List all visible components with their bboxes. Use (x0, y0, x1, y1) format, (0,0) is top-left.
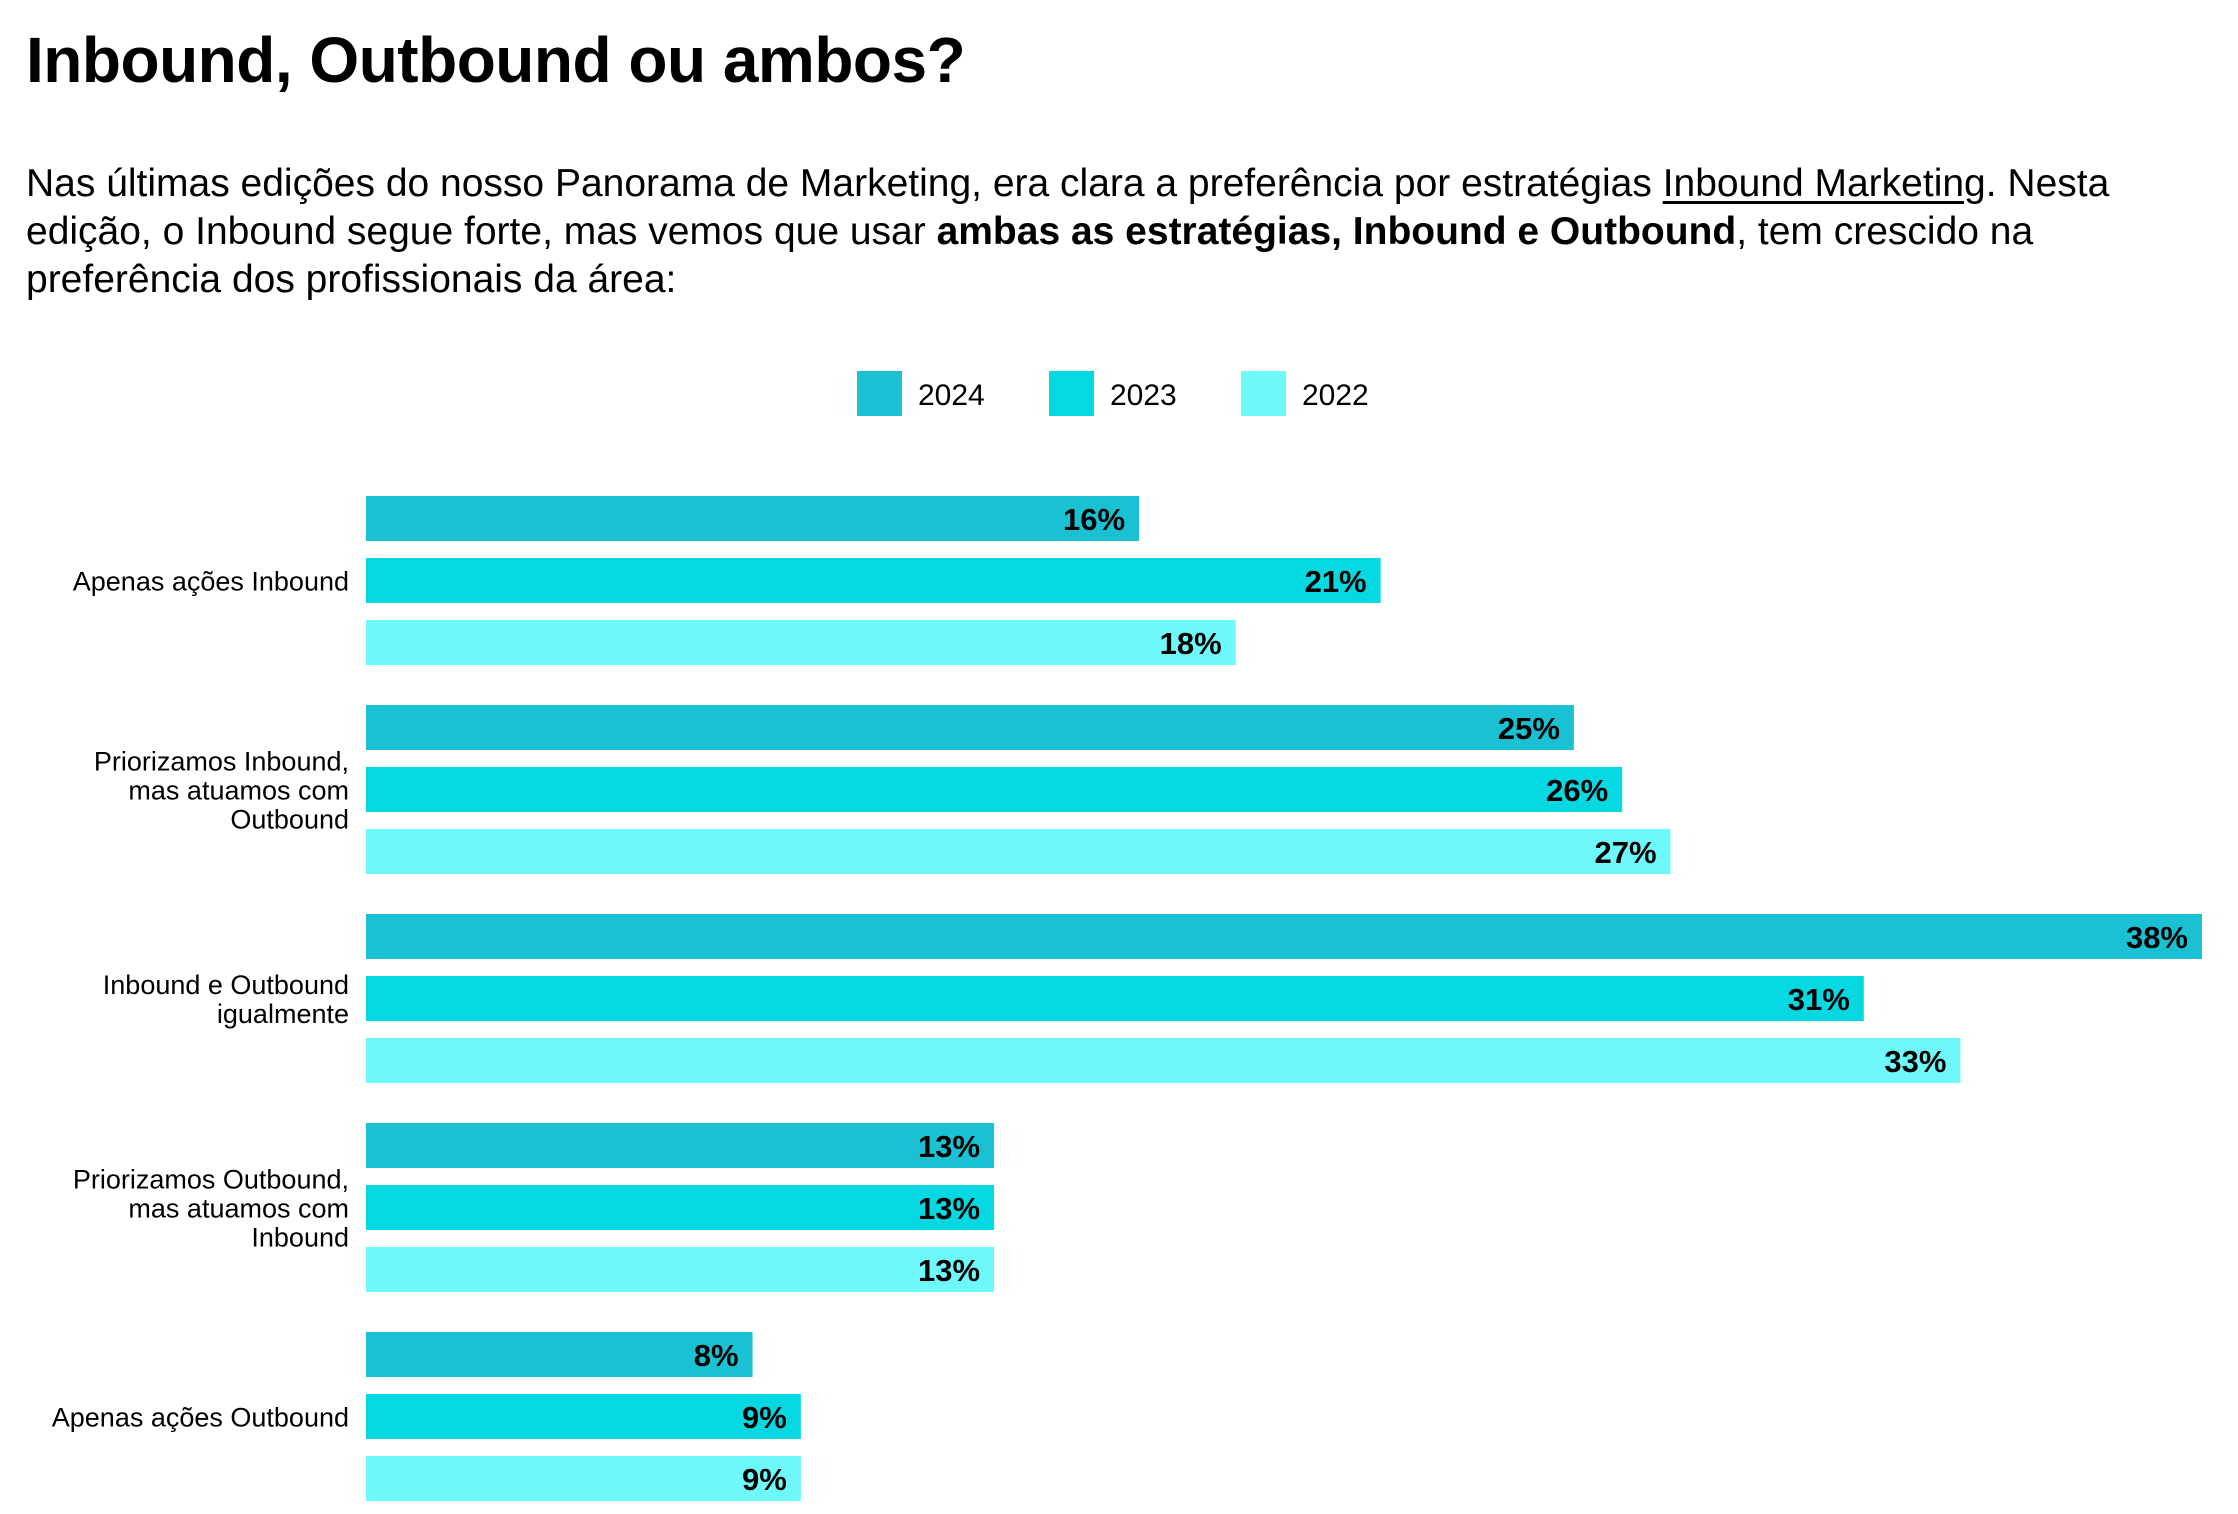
bar-2024-cat1[interactable] (366, 496, 1140, 541)
page-title: Inbound, Outbound ou ambos? (26, 24, 966, 96)
category-label-1-line-1: Apenas ações Inbound (73, 567, 349, 597)
category-label-4-line-1: Priorizamos Outbound, (73, 1165, 349, 1195)
category-label-4-line-2: mas atuamos com (128, 1194, 349, 1224)
intro-text-1: Nas últimas edições do nosso Panorama de… (26, 162, 1663, 205)
value-label-2024-cat2: 25% (1498, 711, 1560, 746)
inbound-marketing-link[interactable]: Inbound Marketing (1662, 162, 1986, 205)
value-label-2024-cat5: 8% (694, 1338, 739, 1373)
value-label-2023-cat5: 9% (742, 1400, 787, 1435)
value-label-2024-cat4: 13% (918, 1129, 980, 1164)
legend-label-2024: 2024 (918, 379, 985, 412)
category-label-2-line-2: mas atuamos com (128, 776, 349, 806)
bar-2023-cat1[interactable] (366, 558, 1381, 603)
value-label-2022-cat5: 9% (742, 1462, 787, 1497)
value-label-2023-cat3: 31% (1788, 982, 1850, 1017)
bar-2022-cat5[interactable] (366, 1456, 801, 1501)
legend-swatch-2024 (857, 371, 902, 416)
bar-2023-cat2[interactable] (366, 767, 1623, 812)
intro-text-2: . Nesta edição, o Inbound segue forte, m… (26, 162, 2110, 253)
intro-bold-text: ambas as estratégias, Inbound e Outbound (936, 210, 1737, 253)
value-label-2022-cat1: 18% (1160, 626, 1222, 661)
bar-2023-cat5[interactable] (366, 1394, 801, 1439)
bar-2024-cat5[interactable] (366, 1332, 753, 1377)
category-label-2-line-3: Outbound (230, 805, 349, 835)
value-label-2024-cat1: 16% (1063, 502, 1125, 537)
bar-chart: 2024 2023 2022 16% 21% 18% Apenas ações Inboun… (52, 371, 2202, 1501)
bar-2023-cat4[interactable] (366, 1185, 995, 1230)
bar-2024-cat3[interactable] (366, 914, 2202, 959)
value-label-2023-cat1: 21% (1305, 564, 1367, 599)
value-label-2022-cat3: 33% (1884, 1044, 1946, 1079)
bar-2024-cat2[interactable] (366, 705, 1574, 750)
value-label-2022-cat2: 27% (1594, 835, 1656, 870)
legend-label-2022: 2022 (1302, 379, 1369, 412)
category-label-3-line-2: igualmente (217, 999, 349, 1029)
category-label-2-line-1: Priorizamos Inbound, (94, 747, 349, 777)
bar-2022-cat1[interactable] (366, 620, 1236, 665)
category-label-4-line-3: Inbound (251, 1223, 349, 1253)
bar-2023-cat3[interactable] (366, 976, 1864, 1021)
bar-2024-cat4[interactable] (366, 1123, 995, 1168)
category-label-3-line-1: Inbound e Outbound (103, 970, 349, 1000)
value-label-2023-cat2: 26% (1546, 773, 1608, 808)
intro-paragraph: Nas últimas edições do nosso Panorama de… (26, 160, 2206, 304)
intro-text-3: , tem crescido na preferência dos profis… (26, 210, 2034, 301)
value-label-2022-cat4: 13% (918, 1253, 980, 1288)
bar-2022-cat4[interactable] (366, 1247, 995, 1292)
legend-swatch-2023 (1049, 371, 1094, 416)
legend-swatch-2022 (1241, 371, 1286, 416)
value-label-2023-cat4: 13% (918, 1191, 980, 1226)
legend-label-2023: 2023 (1110, 379, 1177, 412)
bar-2022-cat2[interactable] (366, 829, 1671, 874)
bar-2022-cat3[interactable] (366, 1038, 1961, 1083)
value-label-2024-cat3: 38% (2126, 920, 2188, 955)
category-label-5-line-1: Apenas ações Outbound (52, 1403, 349, 1433)
